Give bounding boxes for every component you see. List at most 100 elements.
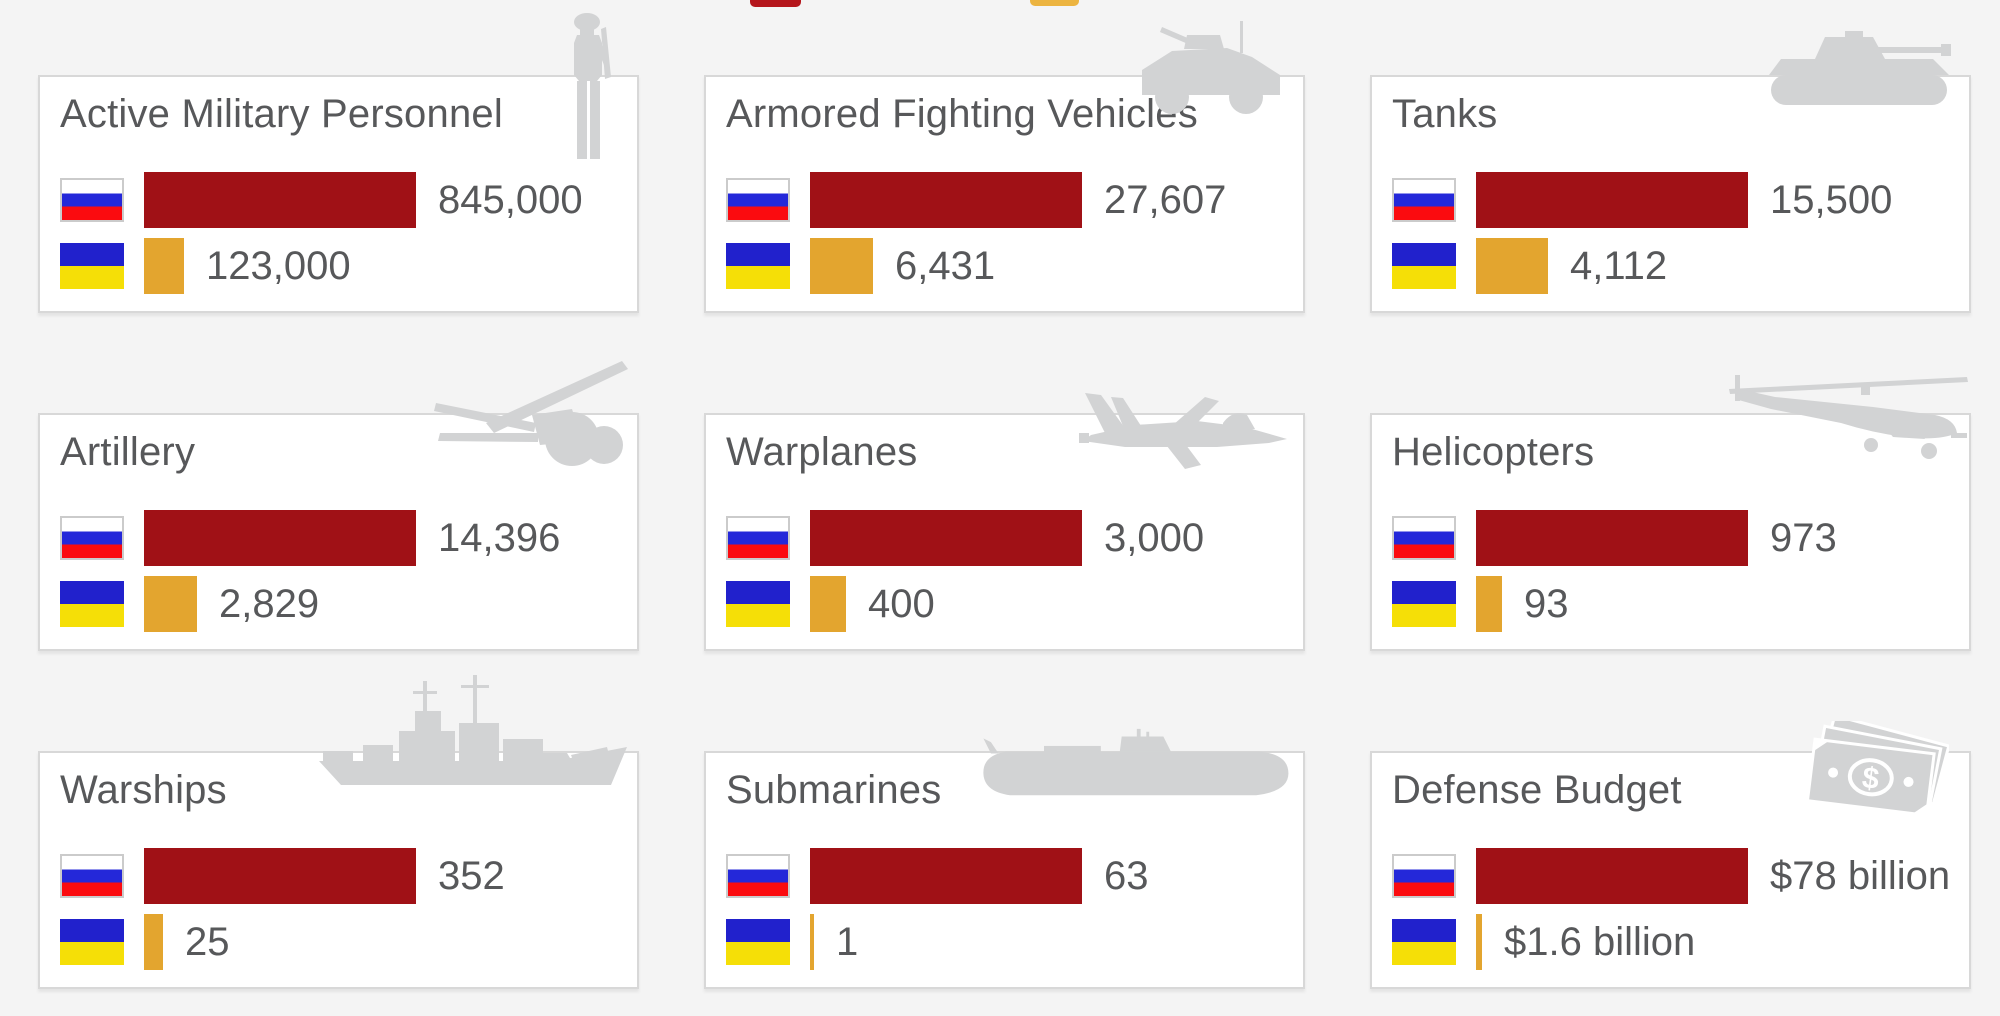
soldier-icon bbox=[553, 11, 625, 163]
card-title: Submarines bbox=[726, 768, 942, 812]
russia-flag-icon bbox=[60, 516, 124, 560]
artillery-icon bbox=[432, 357, 637, 469]
russia-bar-row: 27,607 bbox=[726, 172, 1226, 228]
ukraine-bar bbox=[810, 914, 814, 970]
card-title: Warplanes bbox=[726, 430, 918, 474]
tank-icon bbox=[1761, 31, 1957, 115]
stat-card: Defense Budget $ $78 billion $1.6 billio… bbox=[1370, 721, 1971, 989]
ukraine-flag-icon bbox=[1392, 919, 1456, 965]
russia-value: 15,500 bbox=[1770, 177, 1893, 222]
russia-value: 352 bbox=[438, 853, 505, 898]
ukraine-value: 25 bbox=[185, 919, 230, 964]
ukraine-value: 93 bbox=[1524, 581, 1569, 626]
submarine-icon bbox=[969, 727, 1299, 799]
russia-bar bbox=[144, 848, 416, 904]
russia-flag-icon bbox=[60, 854, 124, 898]
bars: $78 billion $1.6 billion bbox=[1392, 848, 1950, 980]
ukraine-bar-row: $1.6 billion bbox=[1392, 914, 1950, 970]
russia-bar bbox=[1476, 510, 1748, 566]
ukraine-flag-icon bbox=[1392, 243, 1456, 289]
russia-bar bbox=[144, 172, 416, 228]
bars: 27,607 6,431 bbox=[726, 172, 1226, 304]
bars: 973 93 bbox=[1392, 510, 1837, 642]
ukraine-value: 6,431 bbox=[895, 243, 996, 288]
card-title: Warships bbox=[60, 768, 227, 812]
ukraine-bar bbox=[810, 576, 846, 632]
ukraine-value: 1 bbox=[836, 919, 859, 964]
russia-bar-row: 845,000 bbox=[60, 172, 583, 228]
helicopter-icon bbox=[1723, 373, 1973, 467]
ukraine-value: $1.6 billion bbox=[1504, 919, 1696, 964]
ukraine-flag-icon bbox=[60, 919, 124, 965]
stat-card: Warplanes 3,000 400 bbox=[704, 393, 1305, 651]
russia-flag-icon bbox=[1392, 178, 1456, 222]
russia-bar-row: 15,500 bbox=[1392, 172, 1892, 228]
legend-swatch-ukraine bbox=[1030, 0, 1079, 6]
russia-bar-row: 973 bbox=[1392, 510, 1837, 566]
ukraine-flag-icon bbox=[726, 919, 790, 965]
bars: 63 1 bbox=[726, 848, 1149, 980]
russia-flag-icon bbox=[1392, 854, 1456, 898]
russia-value: 845,000 bbox=[438, 177, 583, 222]
russia-flag-icon bbox=[60, 178, 124, 222]
ukraine-bar-row: 1 bbox=[726, 914, 1149, 970]
russia-bar bbox=[144, 510, 416, 566]
ukraine-bar-row: 25 bbox=[60, 914, 505, 970]
russia-value: 973 bbox=[1770, 515, 1837, 560]
card-title: Helicopters bbox=[1392, 430, 1595, 474]
ukraine-flag-icon bbox=[1392, 581, 1456, 627]
russia-flag-icon bbox=[1392, 516, 1456, 560]
bars: 14,396 2,829 bbox=[60, 510, 560, 642]
russia-value: 14,396 bbox=[438, 515, 561, 560]
ukraine-bar bbox=[1476, 914, 1482, 970]
russia-flag-icon bbox=[726, 516, 790, 560]
legend-swatch-russia bbox=[750, 0, 801, 7]
russia-bar bbox=[1476, 172, 1748, 228]
ukraine-bar bbox=[1476, 238, 1548, 294]
ukraine-bar-row: 4,112 bbox=[1392, 238, 1892, 294]
ukraine-bar-row: 400 bbox=[726, 576, 1204, 632]
stat-card: Helicopters 973 93 bbox=[1370, 375, 1971, 651]
card-title: Artillery bbox=[60, 430, 196, 474]
russia-bar-row: 3,000 bbox=[726, 510, 1204, 566]
ukraine-bar-row: 123,000 bbox=[60, 238, 583, 294]
ukraine-bar bbox=[144, 576, 197, 632]
ukraine-bar-row: 93 bbox=[1392, 576, 1837, 632]
bars: 352 25 bbox=[60, 848, 505, 980]
stat-card: Warships 352 25 bbox=[38, 675, 639, 989]
card-title: Defense Budget bbox=[1392, 768, 1682, 812]
ukraine-bar-row: 6,431 bbox=[726, 238, 1226, 294]
cards-grid: Active Military Personnel 845,000 123,00… bbox=[38, 13, 1971, 989]
russia-value: 3,000 bbox=[1104, 515, 1205, 560]
money-icon: $ bbox=[1807, 721, 1949, 831]
ukraine-flag-icon bbox=[726, 581, 790, 627]
russia-flag-icon bbox=[726, 854, 790, 898]
ukraine-bar bbox=[144, 238, 184, 294]
stat-card: Submarines 63 1 bbox=[704, 728, 1305, 989]
ukraine-flag-icon bbox=[60, 581, 124, 627]
ukraine-bar bbox=[144, 914, 163, 970]
stat-card: Tanks 15,500 4,112 bbox=[1370, 31, 1971, 313]
russia-bar bbox=[810, 510, 1082, 566]
russia-flag-icon bbox=[726, 178, 790, 222]
card-title: Tanks bbox=[1392, 92, 1498, 136]
russia-value: $78 billion bbox=[1770, 853, 1951, 898]
bars: 15,500 4,112 bbox=[1392, 172, 1892, 304]
ukraine-value: 2,829 bbox=[219, 581, 320, 626]
ukraine-value: 400 bbox=[868, 581, 935, 626]
stat-card: Active Military Personnel 845,000 123,00… bbox=[38, 13, 639, 313]
warplane-icon bbox=[1077, 383, 1289, 479]
russia-bar-row: 14,396 bbox=[60, 510, 560, 566]
bars: 845,000 123,000 bbox=[60, 172, 583, 304]
ukraine-value: 123,000 bbox=[206, 243, 351, 288]
ukraine-value: 4,112 bbox=[1570, 243, 1668, 288]
stat-card: Armored Fighting Vehicles 27,607 6,431 bbox=[704, 21, 1305, 313]
ukraine-flag-icon bbox=[726, 243, 790, 289]
russia-value: 27,607 bbox=[1104, 177, 1227, 222]
russia-bar-row: $78 billion bbox=[1392, 848, 1950, 904]
ukraine-bar bbox=[810, 238, 873, 294]
warship-icon bbox=[315, 675, 633, 791]
armored-vehicle-icon bbox=[1132, 15, 1287, 121]
card-title: Armored Fighting Vehicles bbox=[726, 92, 1198, 136]
russia-bar bbox=[810, 172, 1082, 228]
